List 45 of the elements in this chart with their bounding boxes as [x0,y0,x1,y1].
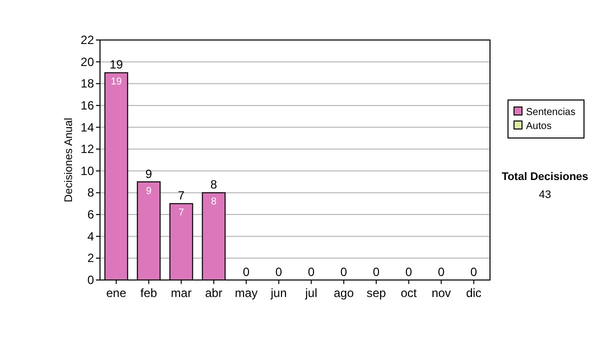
total-label: 0 [308,265,315,279]
data-label: 7 [178,208,184,219]
x-tick-label: feb [140,286,158,300]
total-label: 19 [110,58,124,72]
x-tick-label: ene [106,286,127,300]
total-label: 9 [145,166,152,181]
y-tick-label: 18 [80,76,94,91]
text: 43 [538,189,552,201]
total-label: 0 [438,265,445,279]
data-label: 8 [210,196,217,208]
total-label: 7 [178,188,185,203]
total-label: 0 [405,265,412,279]
y-tick-label: 14 [80,120,94,134]
data-label: 19 [110,76,122,88]
total-label: 8 [210,178,218,192]
y-tick-label: 8 [87,186,94,200]
legend-label: Sentencias [526,107,576,118]
y-axis-title: Decisiones Anual [63,118,75,202]
total-label: 0 [340,265,348,279]
y-tick-label: 22 [80,33,94,47]
x-tick-label: mar [170,286,192,300]
x-tick-label: sep [366,286,386,300]
y-tick-label: 10 [80,164,94,178]
x-tick-label: jul [304,286,318,300]
x-tick-label: oct [400,286,418,300]
total-label: 0 [372,265,380,279]
x-tick-label: may [234,286,258,300]
y-tick-label: 2 [87,251,94,266]
x-tick-label: dic [466,286,482,300]
y-tick-label: 16 [80,98,94,112]
x-tick-label: nov [432,286,451,300]
text: Total Decisiones [502,171,588,183]
y-tick-label: 4 [87,229,94,244]
total-label: 0 [275,265,282,279]
total-label: 0 [242,265,250,279]
y-tick-label: 0 [87,273,94,287]
total-label: 0 [470,265,478,279]
y-tick-label: 12 [80,142,94,156]
x-tick-label: ago [334,286,354,300]
data-label: 9 [146,186,152,197]
y-tick-label: 6 [87,208,94,222]
y-tick-label: 20 [80,54,94,69]
x-tick-label: jun [270,286,287,300]
x-tick-label: abr [205,286,222,300]
legend-label: Autos [526,121,552,132]
